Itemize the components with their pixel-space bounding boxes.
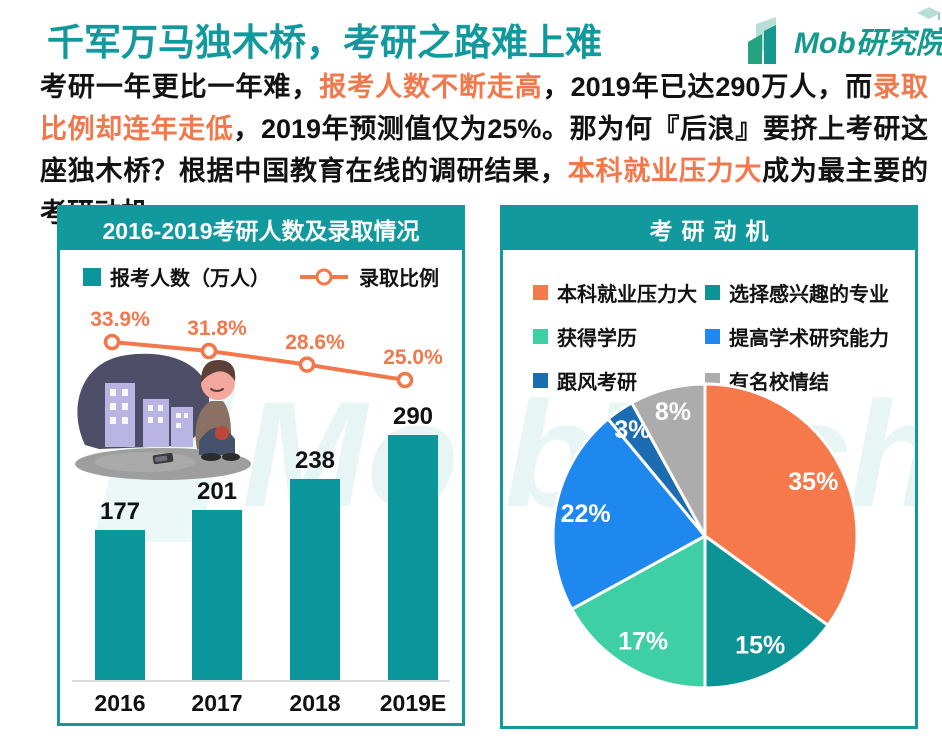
pie-legend-item: 跟风考研 xyxy=(533,366,705,395)
applicant-bar xyxy=(192,510,242,680)
motivation-chart-title: 考研动机 xyxy=(503,208,915,250)
intro-highlight-text: 报考人数不断走高 xyxy=(319,72,543,102)
pie-legend-label: 选择感兴趣的专业 xyxy=(729,284,889,306)
pie-legend-label: 跟风考研 xyxy=(557,372,637,394)
line-point-marker xyxy=(298,356,316,373)
motivation-pie-chart: 35%15%17%22%3%8% xyxy=(551,382,859,690)
pie-legend-item: 本科就业压力大 xyxy=(533,278,705,307)
pie-slice xyxy=(630,382,707,538)
stressed-student-illustration xyxy=(75,353,251,480)
pie-slice-label: 35% xyxy=(788,468,838,496)
pie-legend-item: 获得学历 xyxy=(533,322,705,351)
bar-value-label: 177 xyxy=(99,498,141,525)
motivation-chart-area: MobTech 本科就业压力大选择感兴趣的专业获得学历提高学术研究能力跟风考研有… xyxy=(503,250,915,726)
pie-legend-swatch xyxy=(533,285,548,300)
pie-legend-swatch xyxy=(705,329,720,344)
bar-legend-label: 报考人数（万人） xyxy=(110,268,270,290)
pie-legend-swatch xyxy=(533,373,548,388)
applicant-bar xyxy=(388,435,438,680)
logo-text: Mob研究院 xyxy=(794,18,942,62)
bar-value-label: 290 xyxy=(392,403,434,430)
intro-text: 考研一年更比一年难， xyxy=(40,72,320,102)
pie-slice xyxy=(570,534,707,690)
admission-ratio-line-chart xyxy=(103,333,414,389)
x-axis-label: 2016 xyxy=(94,690,146,716)
pie-legend-item: 提高学术研究能力 xyxy=(705,322,889,351)
admission-ratio-label: 28.6% xyxy=(285,330,345,354)
pie-legend-swatch xyxy=(533,329,548,344)
logo-text-cn: 研究院 xyxy=(855,27,942,60)
bar-value-label: 201 xyxy=(196,478,238,505)
pie-legend-label: 本科就业压力大 xyxy=(557,284,697,306)
enrollment-chart-title: 2016-2019考研人数及录取情况 xyxy=(60,208,462,250)
line-point-marker xyxy=(103,333,121,351)
admission-ratio-polyline xyxy=(111,340,406,382)
enrollment-chart-area: MobTech xyxy=(60,250,462,723)
bar-value-label: 238 xyxy=(294,447,336,474)
pie-legend-label: 获得学历 xyxy=(557,328,637,350)
admission-ratio-label: 25.0% xyxy=(383,346,443,369)
admission-ratio-label: 33.9% xyxy=(90,308,150,331)
bar-legend-swatch xyxy=(83,267,101,286)
pie-legend-label: 有名校情结 xyxy=(729,372,829,394)
intro-paragraph: 考研一年更比一年难，报考人数不断走高，2019年已达290万人，而录取比例却连年… xyxy=(40,66,928,234)
pie-legend-item: 选择感兴趣的专业 xyxy=(705,278,889,307)
pie-slice-label: 15% xyxy=(735,631,785,659)
mob-research-logo: Mob研究院 xyxy=(742,7,942,64)
line-series-legend-item: 录取比例 xyxy=(300,262,439,291)
line-point-marker xyxy=(200,342,218,360)
line-point-marker xyxy=(396,371,414,389)
x-axis-label: 2019E xyxy=(379,690,447,716)
page-title: 千军万马独木桥，考研之路难上难 xyxy=(47,22,602,63)
pie-slice-label: 22% xyxy=(561,500,611,528)
graduation-cap-icon xyxy=(917,7,941,20)
pie-legend-label: 提高学术研究能力 xyxy=(729,328,889,350)
pie-slice xyxy=(551,417,707,611)
pie-legend-swatch xyxy=(705,285,720,300)
motivation-chart-panel: 考研动机 MobTech 本科就业压力大选择感兴趣的专业获得学历提高学术研究能力… xyxy=(500,205,918,729)
enrollment-legend: 报考人数（万人） 录取比例 xyxy=(60,262,462,291)
applicant-bar xyxy=(290,479,340,680)
intro-text: ，2019年预测值仅为25%。那为何『后浪』要挤上考研这座独木桥？根据中国教育在… xyxy=(40,114,929,186)
x-axis-label: 2017 xyxy=(191,690,243,716)
pie-slice xyxy=(703,382,859,627)
motivation-legend: 本科就业压力大 选择感兴趣的专业获得学历 提高学术研究能力跟风考研 有名校情结 xyxy=(533,278,889,395)
intro-highlight-text: 录取比例却连年走低 xyxy=(40,72,929,144)
line-legend-marker-icon xyxy=(300,268,348,285)
applicant-bar xyxy=(95,530,145,680)
x-axis-line xyxy=(72,680,450,682)
intro-text: ，2019年已达290万人，而 xyxy=(542,72,874,102)
logo-text-en: Mob xyxy=(794,27,856,60)
admission-ratio-label: 31.8% xyxy=(187,316,247,340)
line-legend-label: 录取比例 xyxy=(359,268,439,290)
enrollment-chart-panel: 2016-2019考研人数及录取情况 MobTech xyxy=(57,205,465,726)
mob-logo-mark-icon xyxy=(748,17,776,64)
x-axis-label: 2018 xyxy=(289,690,341,716)
pie-slice xyxy=(703,534,830,690)
bar-series-legend-item: 报考人数（万人） xyxy=(83,262,270,291)
pie-slice-label: 17% xyxy=(618,628,668,656)
intro-highlight-text: 本科就业压力大 xyxy=(567,156,763,186)
pie-slice-label: 8% xyxy=(655,398,691,426)
